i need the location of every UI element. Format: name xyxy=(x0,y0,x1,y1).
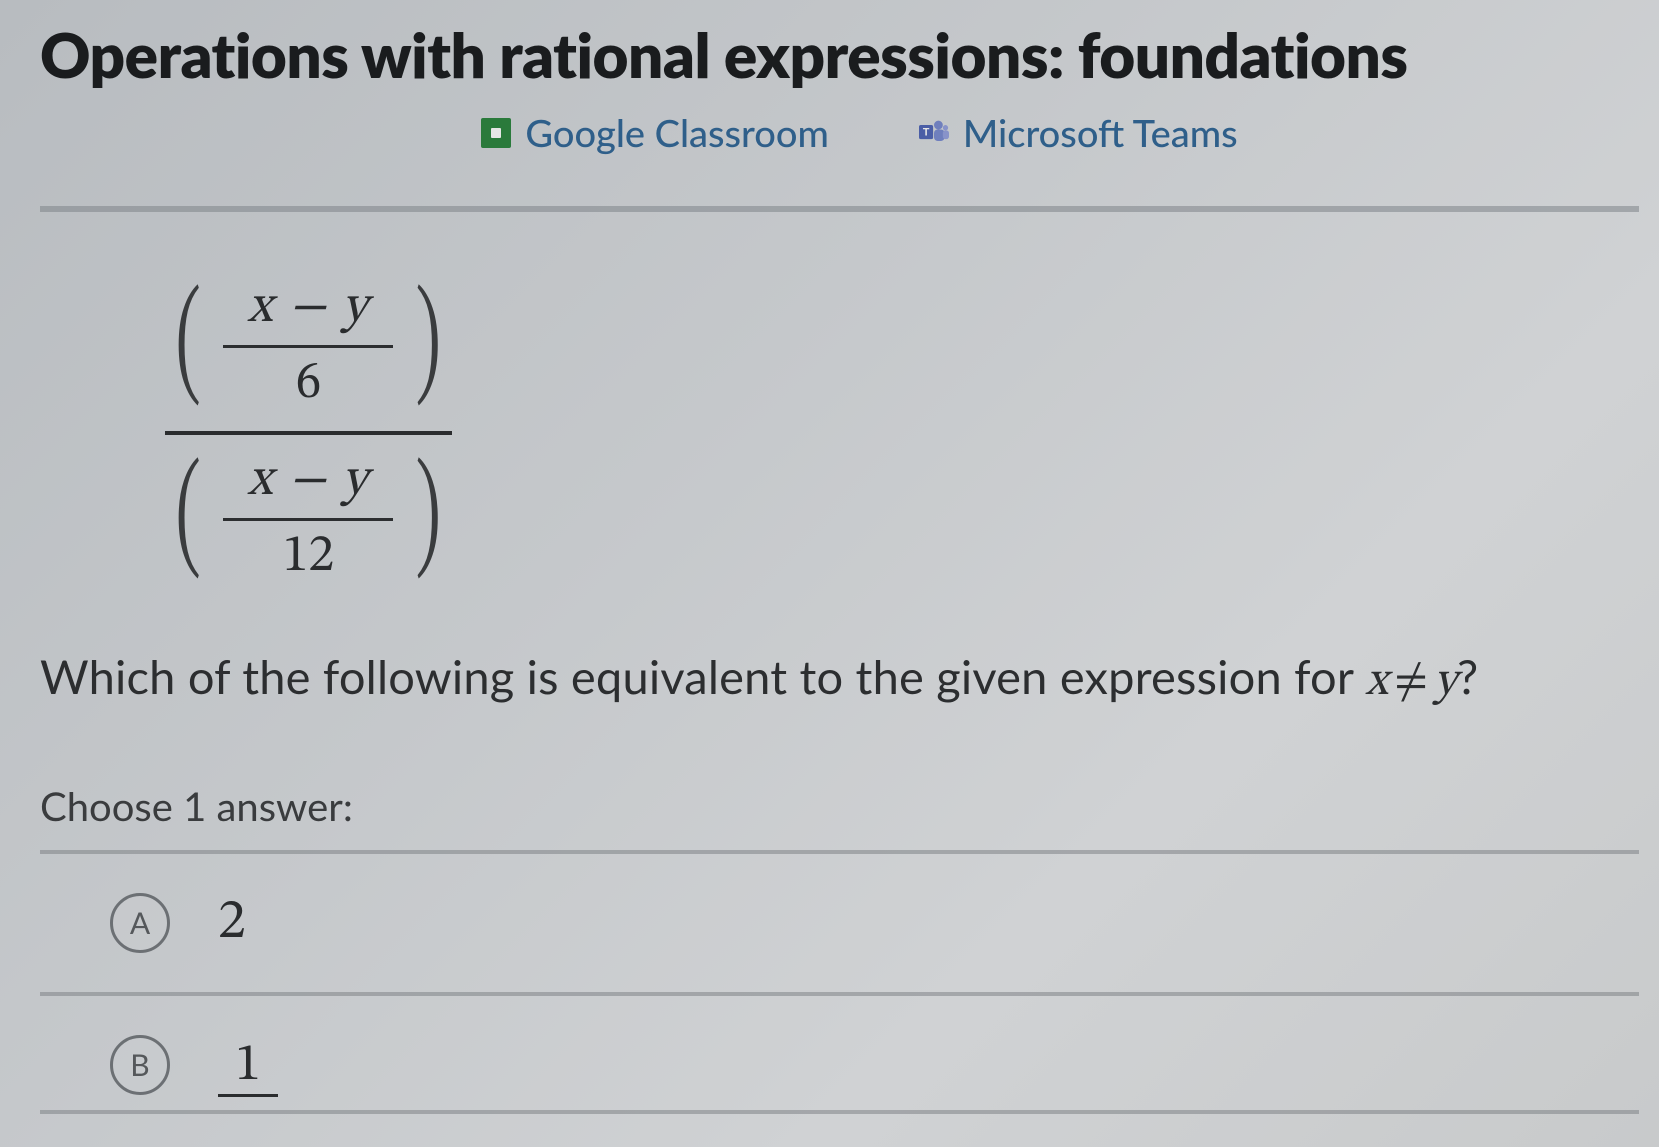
choose-label: Choose 1 answer: xyxy=(40,782,1639,830)
top-numerator: x − y xyxy=(237,276,379,341)
microsoft-teams-link[interactable]: T Microsoft Teams xyxy=(919,110,1238,156)
left-paren-icon: ( xyxy=(175,291,201,402)
left-paren-icon: ( xyxy=(175,464,201,575)
svg-text:T: T xyxy=(923,127,930,139)
choice-bubble-a: A xyxy=(110,893,170,953)
answer-choices: A 2 B 1 xyxy=(40,850,1639,1114)
choice-bubble-b: B xyxy=(110,1035,170,1095)
fraction-bar xyxy=(223,345,393,348)
google-classroom-icon xyxy=(481,118,511,148)
question-var-y: y xyxy=(1434,659,1457,706)
choice-b-fraction-bar xyxy=(218,1094,278,1097)
bottom-denominator: 12 xyxy=(273,525,344,590)
page-title: Operations with rational expressions: fo… xyxy=(40,18,1639,92)
math-expression: ( x − y 6 ) ( x − y 12 ) xyxy=(165,272,1639,594)
top-denominator: 6 xyxy=(286,352,332,417)
choice-value-a: 2 xyxy=(218,888,246,958)
question-var-x: x xyxy=(1365,659,1388,706)
header-divider xyxy=(40,206,1639,212)
share-row: Google Classroom T Microsoft Teams xyxy=(40,110,1639,156)
answer-choice-b[interactable]: B 1 xyxy=(40,992,1639,1114)
microsoft-teams-icon: T xyxy=(919,118,949,148)
answer-choice-a[interactable]: A 2 xyxy=(40,850,1639,992)
right-paren-icon: ) xyxy=(416,291,442,402)
question-suffix: ? xyxy=(1457,649,1478,705)
bottom-numerator: x − y xyxy=(237,449,379,514)
fraction-bar xyxy=(223,518,393,521)
right-paren-icon: ) xyxy=(416,464,442,575)
question-text: Which of the following is equivalent to … xyxy=(40,649,1639,712)
not-equal-symbol: ≠ xyxy=(1388,659,1434,706)
question-prefix: Which of the following is equivalent to … xyxy=(40,649,1365,705)
microsoft-teams-label: Microsoft Teams xyxy=(963,110,1238,156)
choice-b-numerator: 1 xyxy=(235,1040,261,1092)
google-classroom-link[interactable]: Google Classroom xyxy=(481,110,829,156)
outer-fraction-bar xyxy=(165,431,452,435)
choice-value-b: 1 xyxy=(218,1030,278,1100)
google-classroom-label: Google Classroom xyxy=(525,110,829,156)
